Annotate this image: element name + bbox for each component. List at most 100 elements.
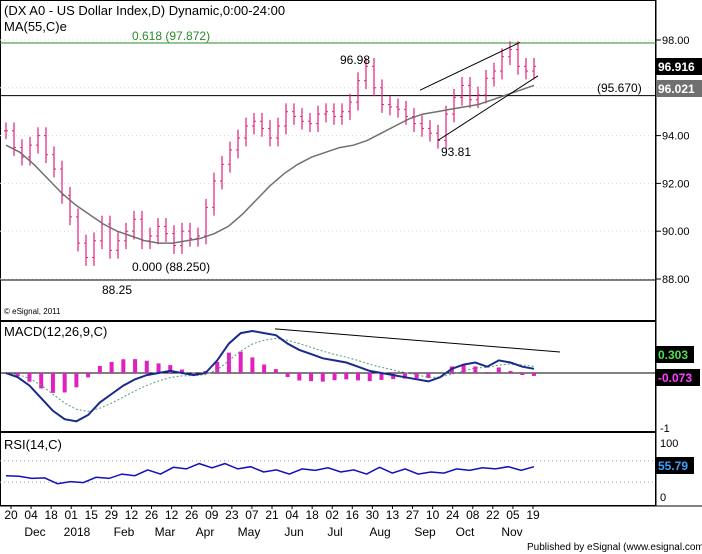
- macd-histogram-bar: [238, 351, 243, 373]
- macd-series-layer: [0, 328, 656, 423]
- macd-histogram-bar: [191, 372, 196, 373]
- x-month-label: Feb: [114, 525, 135, 539]
- chart-title: (DX A0 - US Dollar Index,D) Dynamic,0:00…: [4, 3, 285, 18]
- channel-lower: [437, 75, 539, 141]
- macd-histogram-bar: [156, 363, 161, 373]
- macd-last-value: 0.303: [658, 348, 688, 362]
- macd-line: [5, 329, 535, 423]
- rsi-ytick-100: 100: [660, 438, 678, 450]
- price-panel: [0, 0, 656, 321]
- macd-histogram-bar: [50, 373, 55, 393]
- rsi-last-box: [656, 457, 694, 474]
- ma-legend: MA(55,C)e: [4, 19, 67, 34]
- x-month-label: Dec: [24, 525, 45, 539]
- x-tick-label: 16: [346, 508, 360, 522]
- macd-histogram-bar: [532, 373, 536, 376]
- price-ytick-label: 98.00: [662, 35, 690, 47]
- macd-histogram-bar: [62, 373, 67, 393]
- x-month-label: 2018: [64, 525, 91, 539]
- macd-histogram-bar: [356, 373, 360, 381]
- low-label: 88.25: [102, 283, 132, 297]
- macd-histogram-bar: [367, 373, 372, 382]
- macd-histogram-bar: [496, 367, 501, 373]
- macd-histogram-bar: [168, 365, 173, 373]
- copyright-label: © eSignal, 2011: [4, 307, 61, 316]
- last-close-box: [656, 58, 702, 75]
- price-series-layer: [4, 41, 539, 266]
- macd-histogram-bar: [402, 373, 407, 379]
- x-tick-label: 30: [366, 508, 380, 522]
- x-tick-label: 12: [165, 508, 179, 522]
- x-month-label: Sep: [414, 525, 436, 539]
- x-tick-label: 22: [486, 508, 500, 522]
- macd-histogram-bar: [109, 361, 114, 373]
- x-tick-label: 13: [386, 508, 400, 522]
- macd-histogram-bar: [121, 359, 126, 373]
- x-tick-label: 24: [446, 508, 460, 522]
- x-tick-label: 05: [506, 508, 520, 522]
- x-month-label: Nov: [501, 525, 522, 539]
- rsi-line: [5, 462, 535, 485]
- rsi-ytick-0: 0: [660, 492, 666, 504]
- macd-histogram-bar: [414, 373, 419, 379]
- x-tick-label: 18: [44, 508, 58, 522]
- macd-histogram-bar: [320, 373, 325, 382]
- x-month-label: Aug: [369, 525, 390, 539]
- price-ytick-label: 94.00: [662, 131, 690, 143]
- channel-upper: [419, 41, 521, 91]
- ma-last-value: 96.021: [658, 82, 695, 96]
- macd-histogram-bar: [285, 373, 290, 378]
- macd-panel: [0, 321, 656, 432]
- x-tick-label: 21: [265, 508, 279, 522]
- x-tick-label: 07: [245, 508, 259, 522]
- x-month-label: Apr: [196, 525, 215, 539]
- macd-histogram-bar: [39, 373, 44, 389]
- macd-histogram-bar: [97, 366, 102, 373]
- x-month-label: Jun: [284, 525, 303, 539]
- price-ytick-label: 92.00: [662, 178, 690, 190]
- x-tick-label: 10: [426, 508, 440, 522]
- last-close-value: 96.916: [658, 60, 695, 74]
- macd-histogram-bar: [426, 373, 431, 379]
- macd-histogram-bar: [273, 369, 278, 373]
- x-axis-ticks: 20 04 18 01 15 29 12 26 12 26 09 23 07 21 04 18 02 16 30 13…: [4, 506, 540, 539]
- x-tick-label: 08: [466, 508, 480, 522]
- macd-histogram-bar: [180, 369, 184, 373]
- rsi-panel: [0, 432, 656, 506]
- x-tick-label: 23: [225, 508, 239, 522]
- hist-last-box: [656, 369, 700, 386]
- x-month-label: Jul: [327, 525, 342, 539]
- macd-histogram-bar: [250, 357, 255, 373]
- macd-histogram-bar: [379, 373, 384, 380]
- macd-histogram-bar: [520, 373, 525, 375]
- x-tick-label: 09: [205, 508, 219, 522]
- macd-histogram-bar: [86, 373, 91, 378]
- macd-histogram-bar: [332, 373, 337, 381]
- macd-histogram-bar: [508, 371, 513, 373]
- ma-line: [5, 84, 535, 244]
- macd-histogram-bar: [74, 373, 79, 388]
- footer-publisher: Published by eSignal (www.esignal.com): [527, 542, 702, 553]
- x-tick-label: 01: [65, 508, 79, 522]
- ma-last-box: [656, 80, 702, 97]
- price-ytick-label: 90.00: [662, 226, 690, 238]
- macd-histogram-bar: [27, 373, 32, 382]
- macd-histogram-bar: [215, 361, 220, 373]
- rsi-series-layer: [0, 460, 656, 485]
- price-grid: [0, 39, 656, 281]
- macd-last-box: [656, 346, 694, 363]
- macd-histogram-bar: [15, 373, 20, 377]
- macd-histogram-bar: [309, 373, 314, 382]
- fib-0618-label: 0.618 (97.872): [132, 29, 210, 43]
- x-tick-label: 20: [4, 508, 18, 522]
- hist-last-value: -0.073: [658, 371, 692, 385]
- price-ytick-label: 88.00: [662, 274, 690, 286]
- x-tick-label: 26: [185, 508, 199, 522]
- rsi-last-value: 55.79: [658, 459, 688, 473]
- x-tick-label: 12: [125, 508, 139, 522]
- fib-0000-label: 0.000 (88.250): [132, 260, 210, 274]
- x-tick-label: 27: [406, 508, 420, 522]
- x-month-label: Oct: [456, 525, 475, 539]
- x-month-label: Mar: [155, 525, 176, 539]
